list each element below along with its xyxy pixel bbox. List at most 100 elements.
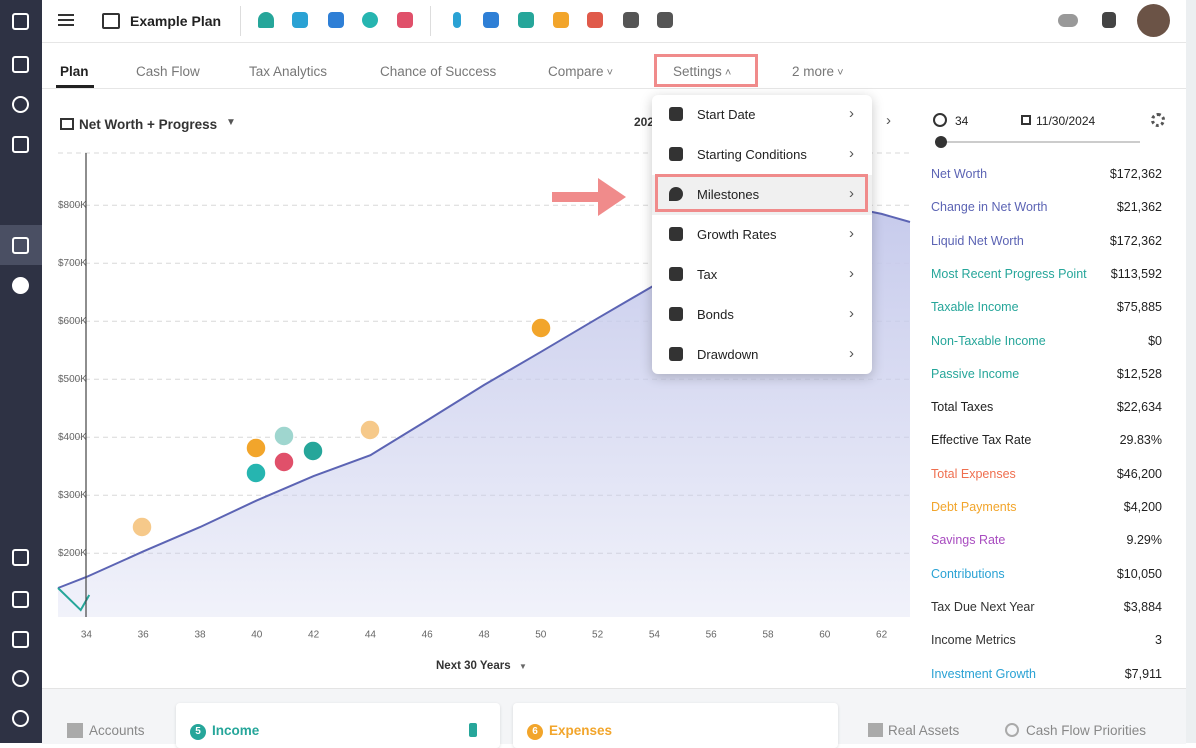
menu-button[interactable] xyxy=(58,14,74,26)
chevron: › xyxy=(849,145,854,162)
next-arrow[interactable]: › xyxy=(886,112,891,129)
menu-icon xyxy=(669,307,683,321)
milestone-icon xyxy=(245,462,267,484)
pin-icon[interactable] xyxy=(469,723,477,737)
metric-value: $10,050 xyxy=(1116,566,1162,581)
chevron: › xyxy=(849,265,854,282)
menu-label: Bonds xyxy=(697,307,734,322)
y-tick-label: $500K xyxy=(58,374,87,385)
nav-icon[interactable] xyxy=(12,237,29,254)
toolbar-icon[interactable] xyxy=(518,12,534,28)
y-tick-label: $200K xyxy=(58,548,87,559)
accounts-icon xyxy=(67,723,83,738)
metric-row: Tax Due Next Year $3,884 xyxy=(931,600,1162,614)
card-title: Income xyxy=(212,723,260,738)
metric-value: 9.29% xyxy=(1126,533,1162,548)
toolbar-icon[interactable] xyxy=(328,12,344,28)
tab[interactable]: Cash Flow xyxy=(136,64,200,79)
metric-value: $113,592 xyxy=(1110,266,1162,281)
metric-label: Net Worth xyxy=(931,167,988,181)
income-card[interactable]: 5 Income xyxy=(176,703,500,748)
metric-row: Most Recent Progress Point $113,592 xyxy=(931,267,1162,281)
nav-icon[interactable] xyxy=(12,670,29,687)
caret[interactable]: ▼ xyxy=(226,117,236,128)
x-tick-label: 36 xyxy=(138,630,150,641)
tab[interactable]: Compare ˅ xyxy=(548,64,614,79)
slider-knob[interactable] xyxy=(935,136,947,148)
tab[interactable]: Chance of Success xyxy=(380,64,497,79)
gear-icon[interactable] xyxy=(1151,113,1165,127)
expenses-card[interactable]: 6 Expenses xyxy=(513,703,838,748)
menu-item[interactable]: Drawdown › xyxy=(652,335,872,375)
y-tick-label: $700K xyxy=(58,258,87,269)
metric-label: Change in Net Worth xyxy=(931,200,1048,215)
toolbar-icon[interactable] xyxy=(292,12,308,28)
caret: ˄ xyxy=(721,67,732,79)
toolbar-icon[interactable] xyxy=(453,12,461,28)
toolbar-icon[interactable] xyxy=(657,12,673,28)
metric-label: Most Recent Progress Point xyxy=(931,266,1087,281)
metric-value: $172,362 xyxy=(1109,167,1162,181)
tab[interactable]: Settings ˄ xyxy=(673,64,732,79)
chart-date: 202 xyxy=(634,115,655,129)
milestone-icon xyxy=(131,516,153,538)
nav-icon[interactable] xyxy=(12,56,29,73)
metric-value: $75,885 xyxy=(1116,300,1162,315)
nav-icon[interactable] xyxy=(12,13,29,30)
badge: 6 xyxy=(527,724,543,740)
menu-item[interactable]: Bonds › xyxy=(652,295,872,335)
toolbar-icon[interactable] xyxy=(587,12,603,28)
metric-row: Investment Growth $7,911 xyxy=(931,667,1162,681)
chart-icon xyxy=(60,118,74,130)
nav-icon[interactable] xyxy=(12,549,29,566)
toolbar-icon[interactable] xyxy=(483,12,499,28)
nav-icon[interactable] xyxy=(12,96,29,113)
x-axis-label[interactable]: Next 30 Years xyxy=(436,660,511,672)
toolbar-icon[interactable] xyxy=(362,12,378,28)
metric-row: Passive Income $12,528 xyxy=(931,367,1162,381)
badge: 5 xyxy=(190,724,206,740)
x-tick-label: 34 xyxy=(81,630,93,641)
metric-row: Savings Rate 9.29% xyxy=(931,533,1162,547)
tab[interactable]: Cash Flow Priorities xyxy=(1026,723,1147,738)
menu-item[interactable]: Start Date › xyxy=(652,95,872,135)
nav-active xyxy=(0,225,42,265)
milestone-icon xyxy=(302,440,324,462)
y-tick-label: $800K xyxy=(58,200,87,211)
date[interactable]: 11/30/2024 xyxy=(1036,114,1096,128)
tab[interactable]: Tax Analytics xyxy=(249,64,328,79)
metric-label: Savings Rate xyxy=(931,533,1006,548)
menu-item[interactable]: Growth Rates › xyxy=(652,215,872,255)
avatar[interactable] xyxy=(1137,4,1170,37)
toolbar-icon[interactable] xyxy=(258,12,274,28)
metric-value: $22,634 xyxy=(1116,400,1162,415)
x-tick-label: 50 xyxy=(535,630,547,641)
tab[interactable]: Plan xyxy=(60,64,89,79)
menu-icon xyxy=(669,147,683,161)
age-slider[interactable] xyxy=(936,141,1140,143)
menu-item[interactable]: Milestones › xyxy=(652,174,872,215)
toolbar-icon[interactable] xyxy=(623,12,639,28)
nav-icon[interactable] xyxy=(12,710,29,727)
chart-title[interactable]: Net Worth + Progress xyxy=(79,117,218,132)
nav-icon[interactable] xyxy=(12,277,29,294)
menu-item[interactable]: Starting Conditions › xyxy=(652,135,872,175)
toolbar-icon[interactable] xyxy=(553,12,569,28)
caret[interactable]: ▼ xyxy=(519,662,527,671)
nav-icon[interactable] xyxy=(12,136,29,153)
menu-icon xyxy=(669,227,683,241)
magic-icon[interactable] xyxy=(1102,12,1116,28)
nav-icon[interactable] xyxy=(12,631,29,648)
y-tick-label: $400K xyxy=(58,432,87,443)
toolbar-icon[interactable] xyxy=(397,12,413,28)
x-tick-label: 58 xyxy=(762,630,774,641)
menu-item[interactable]: Tax › xyxy=(652,255,872,295)
age-icon xyxy=(933,113,947,127)
sync-icon[interactable] xyxy=(1058,14,1078,27)
tab[interactable]: Accounts xyxy=(89,723,145,738)
tab[interactable]: 2 more ˅ xyxy=(792,64,844,79)
tab[interactable]: Real Assets xyxy=(888,723,960,738)
nav-icon[interactable] xyxy=(12,591,29,608)
metric-value: $0 xyxy=(1148,333,1162,348)
